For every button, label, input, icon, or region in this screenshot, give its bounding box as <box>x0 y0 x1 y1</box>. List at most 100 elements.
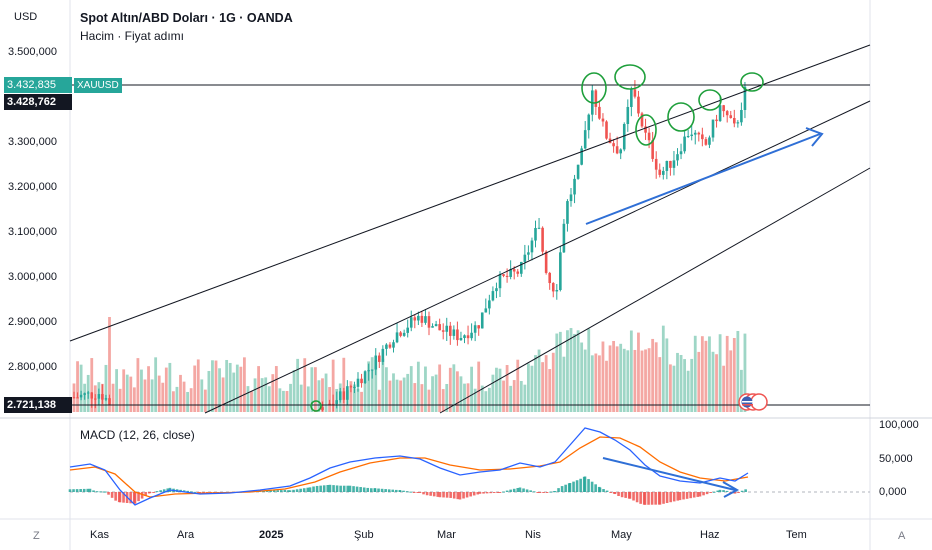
blue-arrow-head <box>805 127 824 147</box>
macd-histogram-bar <box>712 491 716 493</box>
macd-histogram-bar <box>482 492 485 494</box>
candle-body <box>83 393 86 395</box>
macd-histogram-bar <box>512 488 516 492</box>
volume-bar <box>221 377 225 412</box>
volume-bar <box>356 388 360 412</box>
candle-body <box>516 271 520 274</box>
candle-body <box>626 106 630 125</box>
macd-histogram-bar <box>449 492 452 498</box>
volume-bar <box>448 367 452 412</box>
candle-body <box>651 140 654 159</box>
volume-bar <box>257 366 260 412</box>
volume-bar <box>669 364 672 412</box>
volume-bar <box>502 380 505 412</box>
auto-scale-button[interactable]: A <box>898 530 906 542</box>
volume-bar <box>434 374 438 412</box>
volume-bar <box>235 364 239 412</box>
macd-histogram-bar <box>342 485 346 492</box>
volume-bar <box>172 391 175 412</box>
macd-histogram-bar <box>678 492 682 501</box>
candle-body <box>417 315 420 321</box>
volume-bar <box>285 390 289 412</box>
volume-bar <box>551 352 555 412</box>
macd-histogram-bar <box>617 492 620 496</box>
green-circle-annotation <box>310 400 322 412</box>
volume-bar <box>452 364 456 412</box>
macd-label[interactable]: MACD (12, 26, close) <box>80 428 195 442</box>
macd-histogram-bar <box>602 489 605 492</box>
volume-bar <box>555 333 559 412</box>
volume-bar <box>182 381 186 412</box>
chart-title[interactable]: Spot Altın/ABD Doları · 1G · OANDA <box>80 11 293 25</box>
candle-body <box>449 325 452 336</box>
volume-bar <box>512 380 516 412</box>
green-circle-annotation <box>698 89 722 111</box>
macd-histogram-bar <box>676 492 680 501</box>
volume-bar <box>253 378 257 412</box>
volume-bar <box>147 366 150 412</box>
volume-bar <box>562 356 566 412</box>
macd-histogram-bar <box>650 492 654 505</box>
volume-bar <box>150 379 154 412</box>
volume-bar <box>278 388 282 412</box>
volume-bar <box>328 387 331 412</box>
macd-histogram-bar <box>425 492 429 496</box>
macd-histogram-bar <box>190 491 193 493</box>
candle-body <box>615 146 619 154</box>
volume-bar <box>79 364 83 412</box>
macd-histogram-bar <box>718 489 722 492</box>
volume-bar <box>239 366 243 412</box>
macd-histogram-bar <box>737 492 740 493</box>
volume-bar <box>211 360 214 412</box>
macd-histogram-bar <box>594 484 597 492</box>
candle-body <box>72 397 76 399</box>
candle-body <box>438 324 441 331</box>
volume-bar <box>267 386 271 412</box>
candle-body <box>733 118 736 124</box>
candle-body <box>399 332 402 336</box>
macd-histogram-bar <box>620 492 624 498</box>
candle-body <box>505 275 509 277</box>
volume-bar <box>697 351 701 412</box>
volume-bar <box>523 384 527 412</box>
candle-body <box>381 348 385 362</box>
volume-bar <box>729 350 733 412</box>
macd-histogram-bar <box>312 486 315 492</box>
flag-icon[interactable] <box>737 391 769 413</box>
volume-bar <box>456 371 459 412</box>
macd-histogram-bar <box>352 486 355 492</box>
volume-bar <box>175 386 179 412</box>
candle-body <box>701 134 704 140</box>
volume-bar <box>590 355 594 412</box>
candle-body <box>406 327 409 333</box>
volume-bar <box>541 362 544 412</box>
macd-histogram-bar <box>575 480 579 492</box>
currency-label[interactable]: USD <box>14 11 38 23</box>
candle-body <box>658 169 662 175</box>
macd-histogram-bar <box>265 490 269 492</box>
candle-body <box>86 392 90 394</box>
macd-histogram-bar <box>472 492 476 496</box>
macd-histogram-bar <box>722 490 725 492</box>
volume-bar <box>640 350 644 412</box>
macd-divergence-arrow <box>602 457 736 491</box>
macd-histogram-bar <box>292 489 295 492</box>
volume-bar <box>498 368 502 412</box>
volume-bar <box>228 362 232 412</box>
volume-bar <box>214 360 218 412</box>
volume-bar <box>743 333 747 412</box>
candle-body <box>97 394 101 399</box>
candle-body <box>541 227 544 252</box>
volume-bar <box>605 360 608 412</box>
macd-histogram-bar <box>665 492 669 504</box>
macd-histogram-bar <box>725 490 729 492</box>
candle-body <box>90 392 94 399</box>
zoom-toggle-button[interactable]: Z <box>33 530 40 542</box>
candle-body <box>512 269 516 272</box>
candle-body <box>388 344 392 348</box>
volume-bar <box>399 380 402 412</box>
volume-bar <box>324 373 328 412</box>
candle-body <box>718 105 722 122</box>
macd-histogram-bar <box>560 486 564 492</box>
